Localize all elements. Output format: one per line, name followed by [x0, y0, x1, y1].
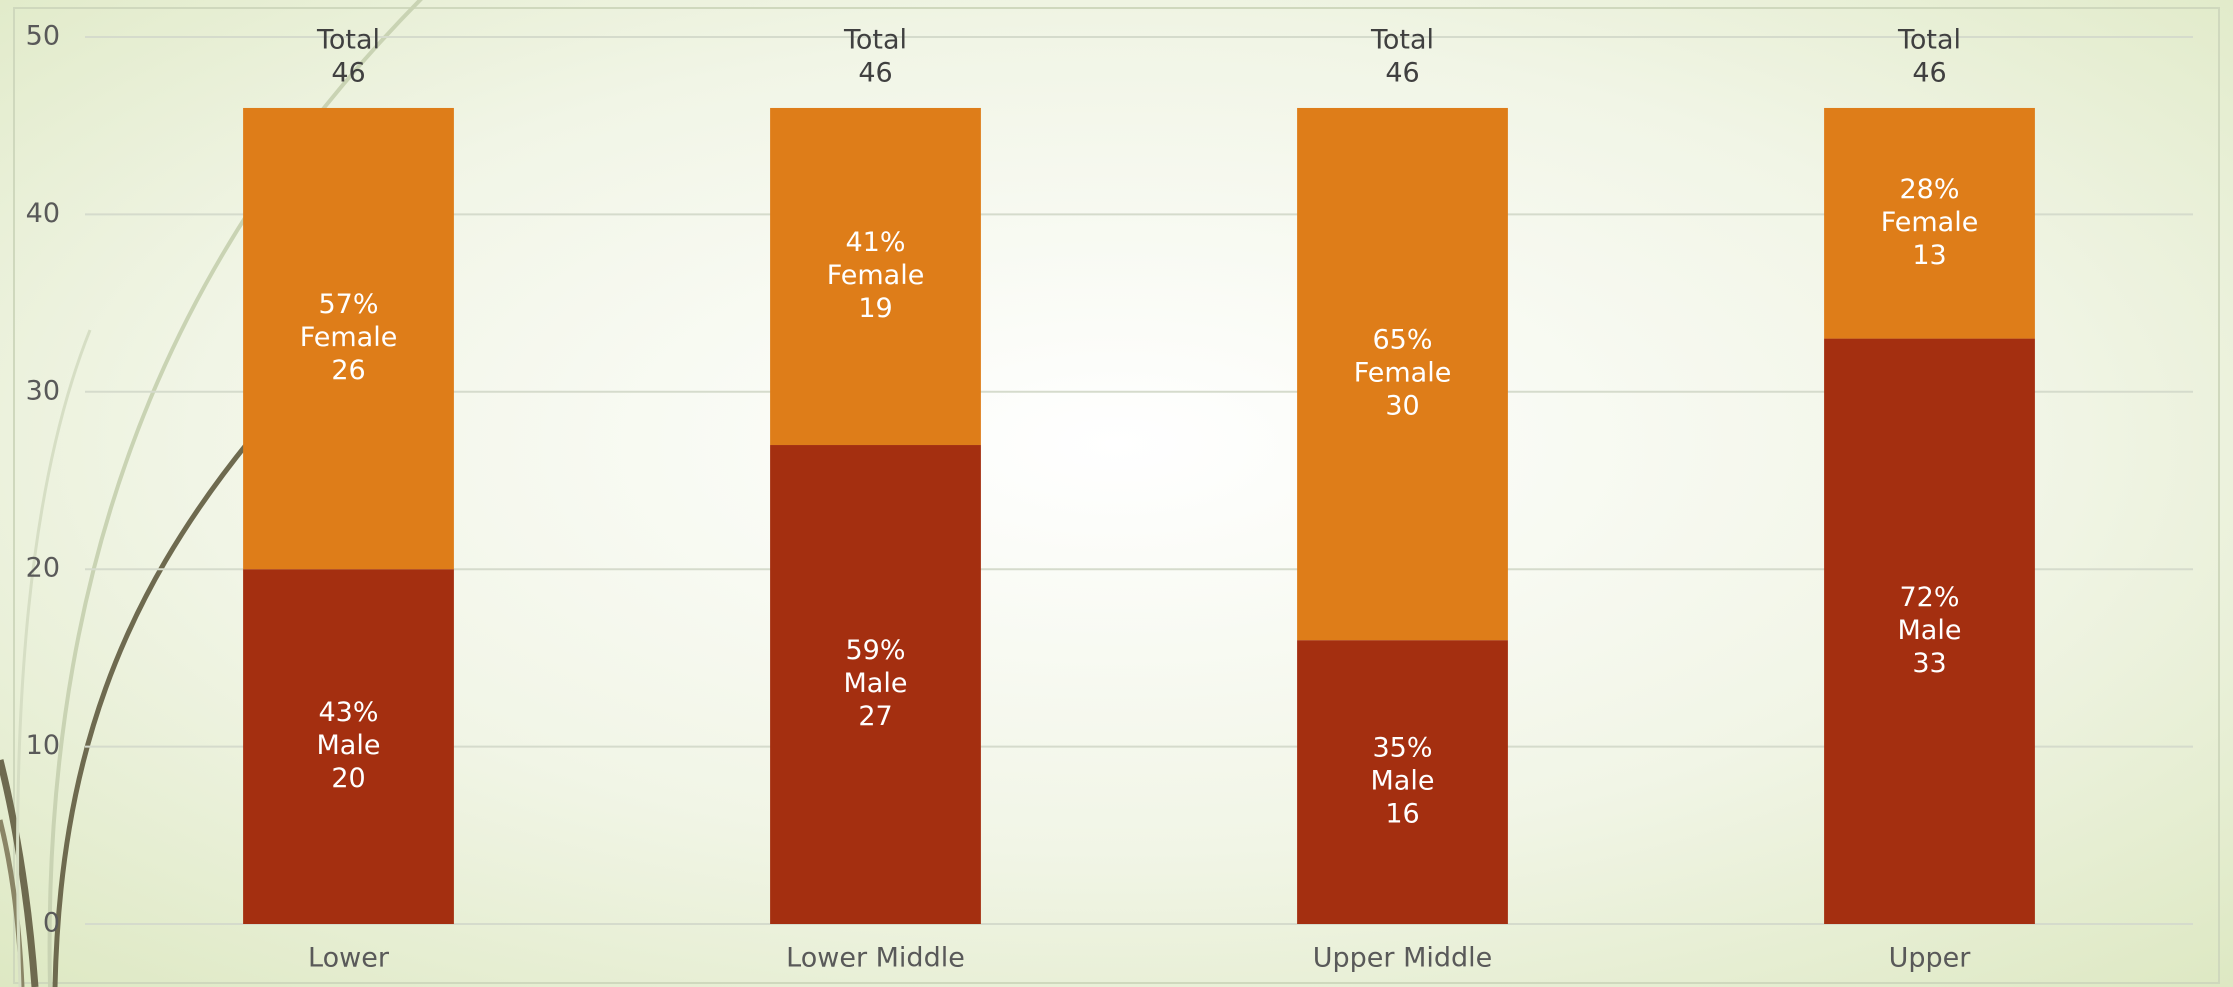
value-label: 19	[858, 293, 892, 324]
percent-label: 28%	[1899, 174, 1959, 205]
total-value: 46	[1912, 57, 1946, 88]
total-label: Total	[843, 24, 907, 55]
value-label: 33	[1912, 648, 1946, 679]
value-label: 30	[1385, 391, 1419, 422]
x-tick-label: Upper	[1889, 943, 1972, 974]
curve	[0, 819, 25, 987]
curve	[52, 438, 252, 987]
chart-frame	[13, 7, 2220, 984]
percent-label: 41%	[845, 227, 905, 258]
percent-label: 72%	[1899, 582, 1959, 613]
decorative-curves	[0, 0, 423, 987]
bar-segment	[243, 569, 454, 924]
curve	[47, 0, 423, 987]
series-label: Female	[300, 322, 398, 353]
value-label: 13	[1912, 240, 1946, 271]
y-tick-label: 20	[26, 553, 60, 584]
value-label: 27	[858, 701, 892, 732]
y-tick-label: 40	[26, 198, 60, 229]
value-label: 16	[1385, 799, 1419, 830]
bar-segment	[1824, 338, 2035, 925]
bar-segment	[1824, 107, 2035, 339]
x-tick-label: Lower	[308, 943, 390, 974]
bar-segment	[1297, 107, 1508, 641]
bar-segment	[770, 445, 981, 924]
series-label: Male	[1898, 615, 1962, 646]
total-value: 46	[858, 57, 892, 88]
y-tick-label: 50	[26, 21, 60, 52]
bar-segment	[243, 107, 454, 570]
percent-label: 65%	[1372, 325, 1432, 356]
series-label: Female	[1881, 207, 1979, 238]
series-label: Female	[1354, 358, 1452, 389]
total-value: 46	[331, 57, 365, 88]
percent-label: 43%	[318, 697, 378, 728]
total-label: Total	[316, 24, 380, 55]
bar-segment	[1297, 640, 1508, 924]
curve	[0, 759, 39, 987]
series-label: Male	[1371, 766, 1435, 797]
curve	[16, 329, 92, 987]
x-tick-label: Upper Middle	[1313, 943, 1493, 974]
y-tick-label: 10	[26, 730, 60, 761]
percent-label: 57%	[318, 289, 378, 320]
y-tick-label: 30	[26, 375, 60, 406]
series-label: Male	[317, 730, 381, 761]
percent-label: 35%	[1372, 733, 1432, 764]
x-tick-label: Lower Middle	[786, 943, 965, 974]
value-label: 20	[331, 763, 365, 794]
y-tick-label: 0	[43, 908, 60, 939]
total-label: Total	[1370, 24, 1434, 55]
total-label: Total	[1897, 24, 1961, 55]
series-label: Male	[844, 668, 908, 699]
percent-label: 59%	[845, 635, 905, 666]
total-value: 46	[1385, 57, 1419, 88]
value-label: 26	[331, 355, 365, 386]
bar-segment	[770, 107, 981, 446]
series-label: Female	[827, 260, 925, 291]
